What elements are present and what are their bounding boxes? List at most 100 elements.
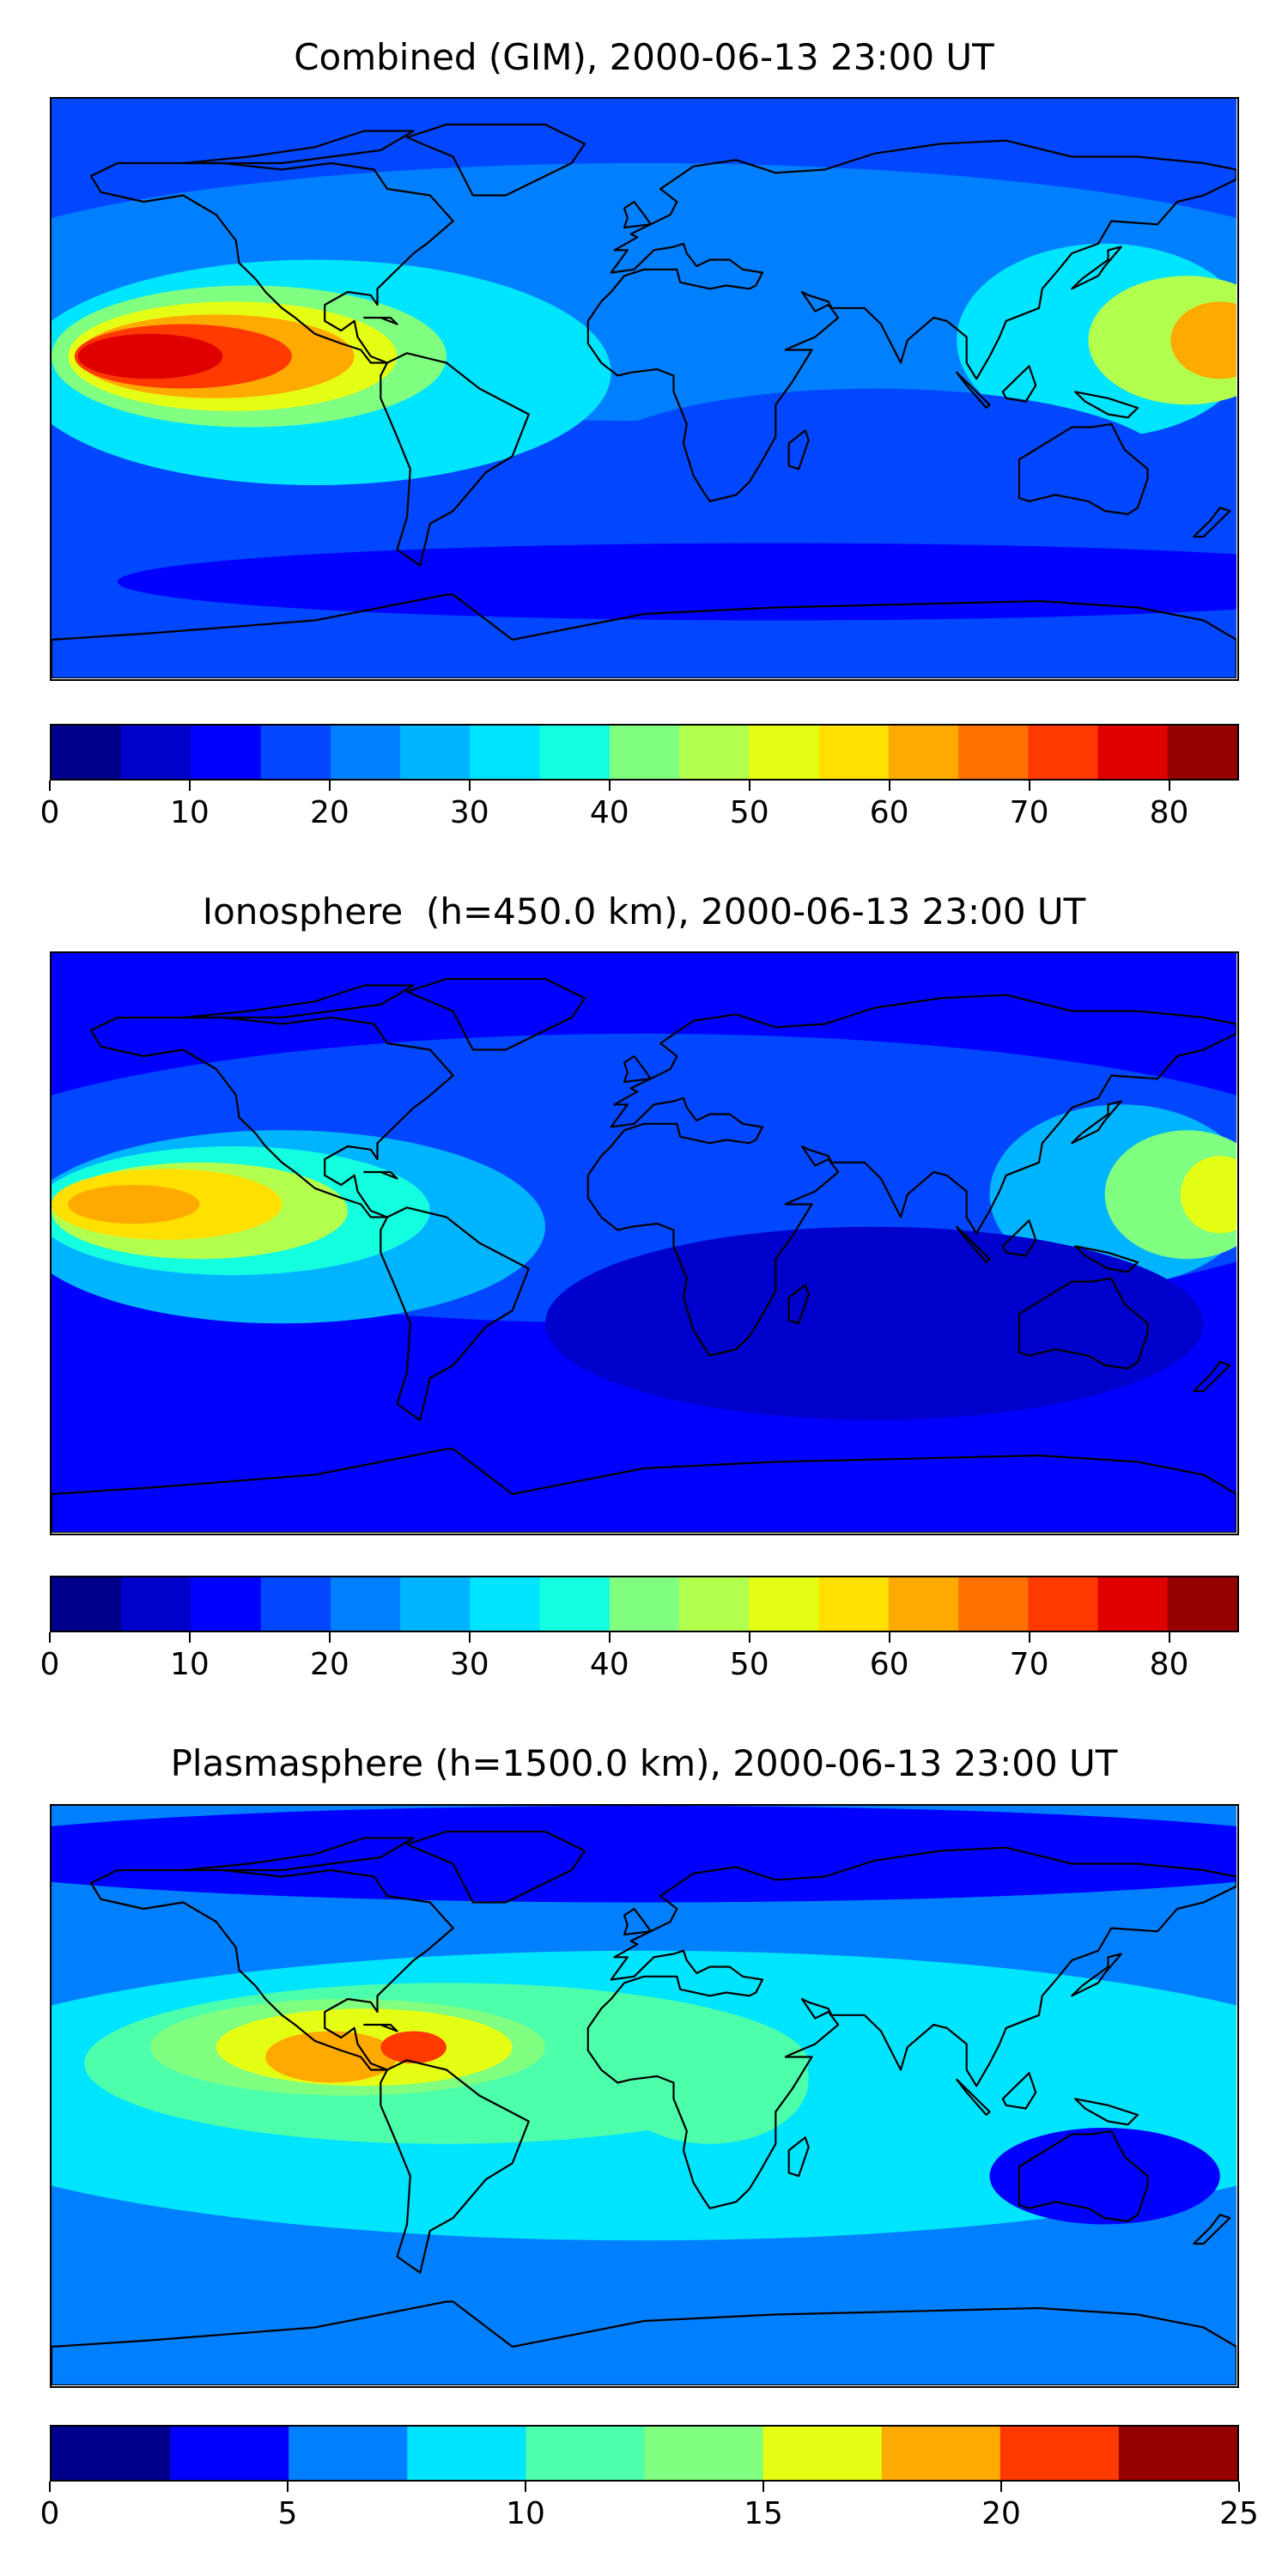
contour-region xyxy=(611,2014,809,2144)
colorbar-tick xyxy=(287,2482,289,2492)
panel-title: Plasmasphere (h=1500.0 km), 2000-06-13 2… xyxy=(170,1742,1118,1784)
colorbar-segment xyxy=(52,1577,122,1631)
colorbar-segment xyxy=(170,2427,289,2480)
coastline xyxy=(1071,246,1122,290)
coastline xyxy=(956,371,991,410)
colorbar-segment xyxy=(762,2427,883,2480)
colorbar-tick-label: 80 xyxy=(1149,1647,1189,1682)
colorbar-tick xyxy=(468,781,471,791)
colorbar-plasmasphere xyxy=(50,2425,1239,2482)
map-svg-ionosphere xyxy=(52,953,1236,1533)
colorbar-tick xyxy=(748,1632,750,1643)
colorbar-tick-label: 30 xyxy=(449,795,489,830)
coastline xyxy=(1001,365,1037,403)
contour-region xyxy=(545,1226,1204,1420)
coastline xyxy=(1074,1245,1139,1273)
colorbar-segment xyxy=(191,1577,262,1631)
colorbar-segment xyxy=(958,726,1029,779)
colorbar-tick-label: 60 xyxy=(869,1647,909,1682)
colorbar-tick-label: 20 xyxy=(981,2496,1021,2531)
colorbar-segment xyxy=(260,1577,331,1631)
contour-region xyxy=(265,2031,398,2083)
coastline xyxy=(1001,1219,1037,1257)
contour-region xyxy=(117,543,1236,621)
colorbar-tick-label: 80 xyxy=(1149,795,1189,830)
colorbar-segment xyxy=(644,2427,764,2480)
colorbar-svg-combined xyxy=(52,726,1237,779)
colorbar-segment xyxy=(121,1577,192,1631)
colorbar-segment xyxy=(999,2427,1120,2480)
colorbar-ticks-plasmasphere: 0 5 10 15 20 25 xyxy=(40,2482,1259,2533)
colorbar-segment xyxy=(330,1577,401,1631)
colorbar-tick xyxy=(762,2482,764,2492)
coastline xyxy=(586,139,1236,502)
coastline xyxy=(405,123,586,197)
colorbar-segment xyxy=(1167,726,1237,779)
coastline xyxy=(182,984,415,1019)
colorbar-tick xyxy=(525,2482,526,2492)
coastline xyxy=(89,1016,530,1421)
colorbar-tick-label: 10 xyxy=(170,1647,210,1682)
colorbar-tick xyxy=(1028,1632,1030,1643)
coastline xyxy=(89,161,530,567)
colorbar-tick-label: 0 xyxy=(39,2496,60,2531)
colorbar-svg-plasmasphere xyxy=(52,2427,1237,2480)
colorbar-segment xyxy=(400,726,471,779)
colorbar-segment xyxy=(400,1577,471,1631)
colorbar-tick-label: 40 xyxy=(589,795,629,830)
colorbar-segment xyxy=(881,2427,1001,2480)
colorbar-segment xyxy=(1097,1577,1169,1631)
coastline xyxy=(363,1170,398,1180)
coastline xyxy=(956,2078,991,2117)
colorbar-tick xyxy=(1000,2482,1002,2492)
colorbar-segment xyxy=(818,1577,890,1631)
coastline xyxy=(1074,2098,1139,2126)
colorbar-segment xyxy=(260,726,331,779)
map-svg-plasmasphere xyxy=(52,1806,1236,2385)
map-combined xyxy=(50,97,1239,681)
colorbar-svg-ionosphere xyxy=(52,1577,1237,1631)
colorbar-segment xyxy=(52,726,122,779)
colorbar-segment xyxy=(1097,726,1169,779)
colorbar-ticks-combined: 0 10 20 30 40 50 60 70 80 xyxy=(40,781,1239,832)
colorbar-tick xyxy=(328,1632,331,1643)
coastline xyxy=(787,429,810,471)
colorbar-tick xyxy=(188,1632,191,1643)
colorbar-segment xyxy=(539,726,611,779)
colorbar-tick xyxy=(328,781,331,791)
colorbar-ticks-ionosphere: 0 10 20 30 40 50 60 70 80 xyxy=(40,1632,1239,1684)
coastline xyxy=(1071,1100,1122,1145)
colorbar-segment xyxy=(818,726,890,779)
colorbar-tick xyxy=(1168,781,1170,791)
colorbar-segment xyxy=(888,726,959,779)
contour-region xyxy=(380,2031,447,2063)
coastline xyxy=(1071,1953,1122,1997)
coastline xyxy=(52,2300,1236,2385)
contour-region xyxy=(68,1185,200,1224)
coastline xyxy=(363,316,398,325)
colorbar-segment xyxy=(609,726,680,779)
coastline xyxy=(787,1284,810,1325)
colorbar-tick xyxy=(888,1632,890,1643)
colorbar-segment xyxy=(1118,2427,1237,2480)
contour-region xyxy=(1180,1156,1236,1234)
colorbar-combined xyxy=(50,724,1239,781)
coastline xyxy=(89,1868,530,2274)
colorbar-segment xyxy=(888,1577,959,1631)
coastline xyxy=(623,200,652,229)
colorbar-segment xyxy=(121,726,192,779)
coastline xyxy=(586,993,1236,1357)
colorbar-tick xyxy=(49,781,51,791)
coastline xyxy=(586,1846,1236,2209)
coastline xyxy=(1193,2214,1231,2245)
colorbar-tick-label: 50 xyxy=(729,1647,769,1682)
colorbar-segment xyxy=(52,2427,171,2480)
coastline xyxy=(787,2136,810,2178)
coastline xyxy=(623,1054,652,1084)
colorbar-tick-label: 10 xyxy=(506,2496,545,2531)
coastline xyxy=(182,1837,415,1872)
colorbar-tick xyxy=(468,1632,471,1643)
colorbar-segment xyxy=(470,1577,541,1631)
colorbar-segment xyxy=(609,1577,680,1631)
colorbar-tick-label: 25 xyxy=(1219,2496,1259,2531)
